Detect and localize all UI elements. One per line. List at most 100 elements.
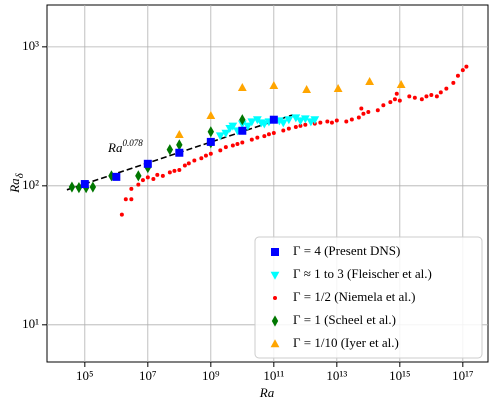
marker-dot [419,97,424,102]
x-axis-label: Ra [259,385,275,400]
marker-triangle [333,83,343,92]
x-tick-label: 10⁷ [139,368,157,383]
legend-label: Γ = 1/10 (Iyer et al.) [293,335,399,350]
marker-triangle [365,77,375,86]
series [174,77,406,138]
marker-square [269,115,278,124]
marker-triangle-down [278,119,288,128]
marker-dot [208,151,213,156]
x-tick-label: 10¹¹ [263,368,284,383]
marker-dot [235,141,240,146]
marker-diamond [166,144,174,156]
marker-dot [199,156,204,161]
marker-dot [325,119,330,124]
x-tick-label: 10⁵ [76,368,94,383]
marker-dot [249,137,254,142]
marker-diamond [75,182,83,194]
marker-triangle [396,80,406,89]
marker-diamond [89,181,97,193]
x-tick-label: 10¹⁵ [389,368,410,383]
marker-dot [397,98,402,103]
marker-dot [129,197,134,202]
marker-dot [434,94,439,99]
marker-square [112,172,121,181]
marker-dot [255,135,260,140]
marker-square [238,126,247,135]
y-label-sub: δ [14,172,26,178]
marker-dot [218,148,223,153]
marker-dot [429,93,434,98]
marker-dot [119,212,124,217]
marker-dot [192,158,197,163]
marker-dot [344,119,349,124]
legend: Γ = 4 (Present DNS) Γ ≈ 1 to 3 (Fleischer… [254,236,483,359]
marker-triangle [237,83,247,92]
marker-diamond [176,139,183,151]
marker-dot [203,153,208,158]
y-axis-label: Raδ [7,172,26,193]
marker-dot [223,145,228,150]
marker-triangle-down [228,122,238,131]
series [119,64,469,217]
marker-triangle-down [291,114,301,123]
legend-label: Γ = 4 (Present DNS) [293,243,400,258]
marker-dot [298,123,303,128]
marker-dot [271,130,276,135]
marker-dot [394,91,399,96]
marker-triangle-down [284,116,294,125]
marker-dot [303,122,308,127]
marker-dot [464,64,469,69]
marker-dot [286,126,291,131]
x-tick-label: 10¹³ [326,368,347,383]
marker-dot [123,197,128,202]
marker-dot [136,182,141,187]
marker-dot [167,170,172,175]
marker-dot [392,97,397,102]
marker-square [206,137,215,146]
marker-triangle-down [300,115,310,124]
marker-dot [160,173,165,178]
marker-triangle-down [252,116,262,125]
marker-dot [177,167,182,172]
marker-dot [361,111,366,116]
marker-diamond [135,170,142,182]
marker-dot [230,143,235,148]
marker-dot [329,120,334,125]
marker-dot [155,172,160,177]
marker-dot [281,128,286,133]
marker-dot [266,132,271,137]
marker-diamond [271,315,279,327]
y-tick-label: 10³ [22,38,39,53]
marker-dot [262,134,267,139]
legend-label: Γ = 1 (Scheel et al.) [293,312,396,327]
marker-dot [455,73,460,78]
marker-dot [151,176,156,181]
marker-triangle [302,84,312,93]
marker-dot [318,120,323,125]
marker-dot [444,86,449,91]
marker-diamond [239,114,246,126]
marker-triangle-down [259,120,269,129]
marker-dot [375,108,380,113]
marker-triangle-down [310,116,320,125]
marker-triangle-down [296,117,305,126]
series [80,115,278,189]
marker-dot [334,118,339,123]
marker-triangle [270,339,280,348]
marker-dot [460,68,465,73]
marker-dot [145,175,150,180]
marker-square [143,159,152,168]
marker-triangle [206,111,216,120]
marker-dot [129,186,134,191]
marker-triangle [269,81,279,90]
marker-dot [451,80,456,85]
marker-dot [359,106,364,111]
marker-dot [388,100,393,105]
marker-dot [424,94,429,99]
marker-square [271,248,279,256]
x-tick-label: 10⁹ [202,368,220,383]
marker-triangle-down [221,129,231,138]
marker-dot [349,117,354,122]
grid [47,5,488,362]
marker-triangle-down [243,122,253,131]
